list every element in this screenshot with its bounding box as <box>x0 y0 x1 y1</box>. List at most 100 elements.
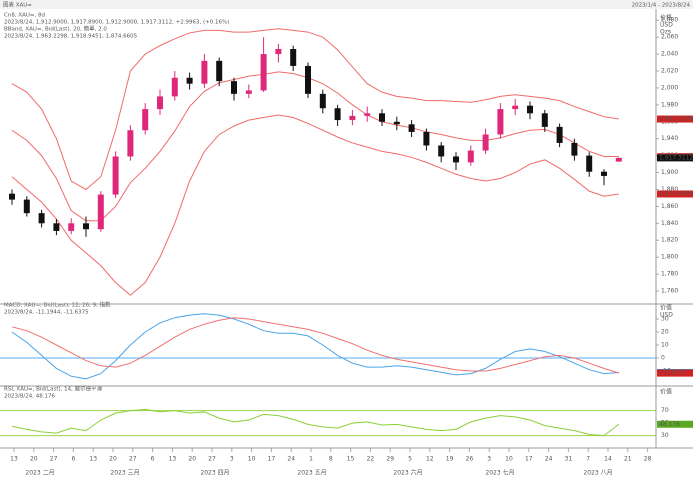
candle-body <box>260 54 267 91</box>
y-tick-label: 20 <box>661 329 669 336</box>
value-badge-label: 1,874.6605 <box>659 190 693 197</box>
x-tick-label: 1 <box>309 456 313 463</box>
candle-body <box>275 49 282 55</box>
x-tick-label: 6 <box>71 456 75 463</box>
value-badge <box>657 154 693 162</box>
legend-text: 2023/8/24, -11.1944, -11.6375 <box>4 310 89 316</box>
x-tick-label: 6 <box>151 456 155 463</box>
y-tick-label: 10 <box>661 342 669 349</box>
candle-body <box>68 223 75 231</box>
month-label: 2023 八月 <box>583 470 612 477</box>
value-badge-label: 1,917.3112 <box>659 154 693 161</box>
y-tick-label: 2,080 <box>661 17 678 24</box>
candle-body <box>53 223 60 231</box>
x-tick-label: 24 <box>287 456 295 463</box>
candle-body <box>364 113 371 116</box>
y-tick-label: 1,940 <box>661 135 678 142</box>
y-tick-label: 1,900 <box>661 169 678 176</box>
x-tick-label: 31 <box>565 456 573 463</box>
candle-body <box>305 65 311 94</box>
x-tick-label: 19 <box>446 456 454 463</box>
candle-body <box>527 105 533 114</box>
y-tick-label: 2,060 <box>661 34 678 41</box>
bollinger-upper <box>11 28 619 191</box>
candle-body <box>245 90 252 94</box>
month-label: 2023 六月 <box>393 469 422 477</box>
candle-body <box>601 171 607 176</box>
month-label: 2023 三月 <box>110 470 139 477</box>
x-tick-label: 8 <box>329 456 333 463</box>
month-label: 2023 七月 <box>485 469 514 477</box>
candle-body <box>408 124 415 132</box>
x-tick-label: 29 <box>386 456 394 463</box>
candle-body <box>453 156 459 163</box>
candle-body <box>201 60 208 84</box>
candle-body <box>38 213 45 224</box>
x-tick-label: 5 <box>408 456 412 463</box>
y-tick-label: 1,820 <box>661 237 678 244</box>
legend-text: BBand, XAU=, Bid(Last), 20, 簡單, 2.0 <box>4 25 107 33</box>
candle-body <box>112 156 119 195</box>
candle-body <box>615 157 622 162</box>
x-tick-label: 20 <box>30 456 38 463</box>
x-tick-label: 26 <box>466 456 474 463</box>
x-tick-label: 20 <box>109 456 117 463</box>
candle-body <box>23 199 30 214</box>
legend-text: RSI, XAU=, Bid(Last), 14, 威尔德平滑 <box>4 385 103 393</box>
x-tick-label: 13 <box>89 456 97 463</box>
x-tick-label: 13 <box>169 456 177 463</box>
axis-title: 价格 <box>660 14 672 22</box>
candle-body <box>9 193 15 200</box>
value-badge-label: 1,963.2298 <box>659 116 693 123</box>
axis-title: Ozs <box>660 29 671 36</box>
bollinger-lower <box>11 114 619 296</box>
candle-body <box>556 126 563 143</box>
candle-body <box>231 81 237 94</box>
x-tick-label: 21 <box>624 456 632 463</box>
date-range: 2023/1/4 - 2023/8/24 <box>632 3 691 9</box>
y-tick-label: 1,880 <box>661 186 678 193</box>
x-tick-label: 13 <box>10 456 18 463</box>
y-tick-label: 2,020 <box>661 68 678 75</box>
plot-area: 13 20 27 6 13 20 27 6 13 20 27 3 10 17 24 1 8 15 22 29 5 12 19… <box>0 13 693 463</box>
candle-body <box>467 150 474 163</box>
y-tick-label: 2,000 <box>661 84 678 91</box>
candle-body <box>97 194 104 230</box>
x-tick-label: 24 <box>545 456 553 463</box>
candle-body <box>142 109 149 131</box>
x-tick-label: 28 <box>644 456 652 463</box>
bollinger-middle <box>11 71 619 222</box>
candle-body <box>586 155 593 172</box>
value-badge-label: 48.176 <box>659 421 680 428</box>
x-tick-label: 20 <box>188 456 196 463</box>
x-tick-label: 22 <box>367 456 375 463</box>
candle-body <box>334 108 341 121</box>
y-tick-label: 1,840 <box>661 220 678 227</box>
candle-body <box>83 223 89 230</box>
candle-body <box>438 145 445 157</box>
candle-body <box>497 109 504 135</box>
x-tick-label: 17 <box>268 456 276 463</box>
value-badge-label: -11.6375 <box>659 370 686 377</box>
indicator-line <box>11 408 620 437</box>
candle-body <box>127 130 134 157</box>
candle-body <box>482 134 489 151</box>
candle-body <box>290 49 297 66</box>
y-tick-label: 30 <box>661 432 669 439</box>
value-badge <box>657 369 693 377</box>
month-label: 2023 二月 <box>25 470 54 477</box>
legend-text: 2023/8/24, 1,912.9000, 1,917.8900, 1,912… <box>4 20 229 26</box>
y-tick-label: 0 <box>661 355 665 362</box>
x-tick-label: 27 <box>50 456 58 463</box>
legend-text: Cn8, XAU=, 8d <box>4 13 45 19</box>
legend-text: 2023/8/24, 1,963.2298, 1,918.9451, 1,874… <box>4 34 138 40</box>
value-badge <box>657 190 693 198</box>
x-tick-label: 17 <box>525 456 533 463</box>
axis-title: USD <box>660 312 673 319</box>
candle-body <box>379 113 385 122</box>
candle-body <box>157 96 163 110</box>
x-tick-label: 12 <box>426 456 434 463</box>
candle-body <box>319 93 326 109</box>
